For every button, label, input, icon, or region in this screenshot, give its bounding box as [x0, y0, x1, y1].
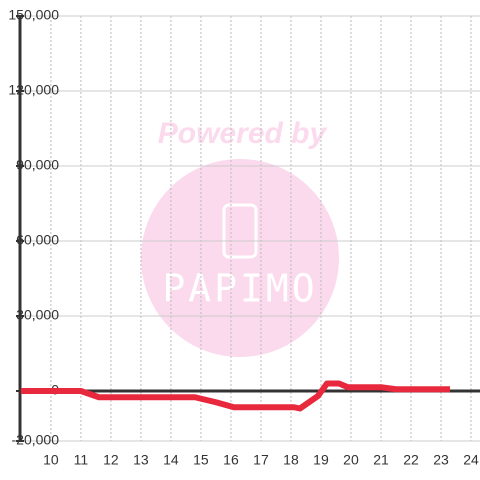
- y-tick-label: 120,000: [8, 82, 59, 98]
- x-tick-label: 21: [373, 452, 389, 468]
- y-tick-label: -20,000: [12, 432, 60, 448]
- x-tick-label: 17: [253, 452, 269, 468]
- watermark-phone: [222, 203, 258, 259]
- y-tick-label: 30,000: [16, 307, 59, 323]
- x-tick-label: 19: [313, 452, 329, 468]
- watermark-logo: PAPIMO: [162, 267, 317, 311]
- x-tick-label: 13: [133, 452, 149, 468]
- x-tick-label: 12: [103, 452, 119, 468]
- x-tick-label: 16: [223, 452, 239, 468]
- watermark-text: Powered by: [158, 117, 328, 150]
- x-tick-label: 23: [433, 452, 449, 468]
- x-tick-label: 24: [463, 452, 479, 468]
- x-tick-label: 14: [163, 452, 179, 468]
- x-tick-label: 11: [74, 452, 89, 468]
- y-tick-label: 90,000: [16, 157, 59, 173]
- y-tick-label: 60,000: [16, 232, 59, 248]
- x-tick-label: 22: [403, 452, 419, 468]
- x-tick-label: 18: [283, 452, 299, 468]
- x-tick-label: 20: [343, 452, 359, 468]
- x-tick-label: 10: [43, 452, 59, 468]
- watermark: Powered by PAPIMO: [141, 117, 339, 357]
- y-tick-label: 150,000: [8, 7, 59, 23]
- line: [20, 380, 450, 412]
- x-tick-label: 15: [193, 452, 209, 468]
